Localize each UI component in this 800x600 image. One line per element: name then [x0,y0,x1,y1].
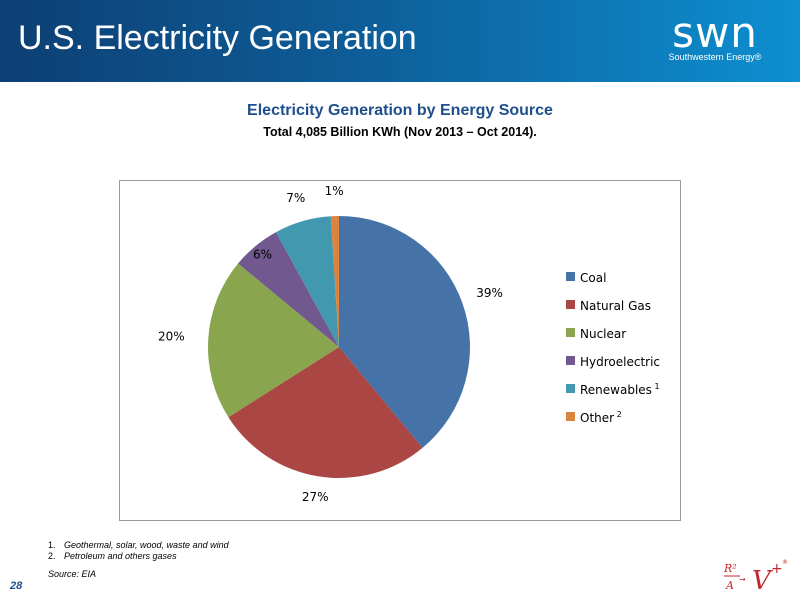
svg-text:V: V [752,566,773,595]
legend-label-coal: Coal [580,271,606,285]
data-label-coal: 39% [476,286,503,300]
legend-swatch-hydroelectric [566,356,575,365]
page-number: 28 [10,580,23,592]
svg-text:R²: R² [723,562,737,575]
legend-swatch-natural-gas [566,300,575,309]
logo-mark: swn [672,8,758,57]
chart-subtitle: Total 4,085 Billion KWh (Nov 2013 – Oct … [263,125,537,139]
svg-text:®: ® [782,559,788,566]
legend-label-hydroelectric: Hydroelectric [580,355,660,369]
pie-slice-natural-gas [228,347,423,478]
logo-subtitle: Southwestern Energy® [668,52,762,62]
pie-slice-coal [339,216,470,448]
svg-text:+: + [771,561,783,577]
pie-slice-renewables [275,216,339,347]
data-label-natural-gas: 27% [302,490,329,504]
header-banner: U.S. Electricity Generation swn Southwes… [0,0,800,82]
legend-label-natural-gas: Natural Gas [580,299,651,313]
legend-swatch-nuclear [566,328,575,337]
footnote-1: 1. Geothermal, solar, wood, waste and win… [48,540,229,550]
legend-swatch-coal [566,272,575,281]
data-label-nuclear: 20% [158,329,185,343]
footnote-2: 2. Petroleum and others gases [48,551,177,561]
legend-label-other: Other 2 [580,410,622,425]
svg-text:→: → [739,575,746,584]
company-logo: swn Southwestern Energy® [660,12,770,72]
chart-title: Electricity Generation by Energy Source [247,102,553,119]
data-label-other: 1% [325,184,344,198]
source-note: Source: EIA [48,569,97,579]
legend-swatch-renewables [566,384,575,393]
legend-label-renewables: Renewables 1 [580,382,660,397]
pie-slice-hydroelectric [238,232,339,347]
pie-slice-nuclear [207,263,339,418]
data-label-hydroelectric: 6% [253,248,272,262]
data-label-renewables: 7% [286,191,305,205]
footnotes: 1. Geothermal, solar, wood, waste and win… [48,540,229,562]
pie-slice-other [330,216,339,347]
slide-title: U.S. Electricity Generation [18,19,417,57]
legend-swatch-other [566,412,575,421]
svg-text:A: A [725,579,734,592]
r2av-stamp-logo: R² A → V + ® [723,559,788,595]
legend-label-nuclear: Nuclear [580,327,626,341]
